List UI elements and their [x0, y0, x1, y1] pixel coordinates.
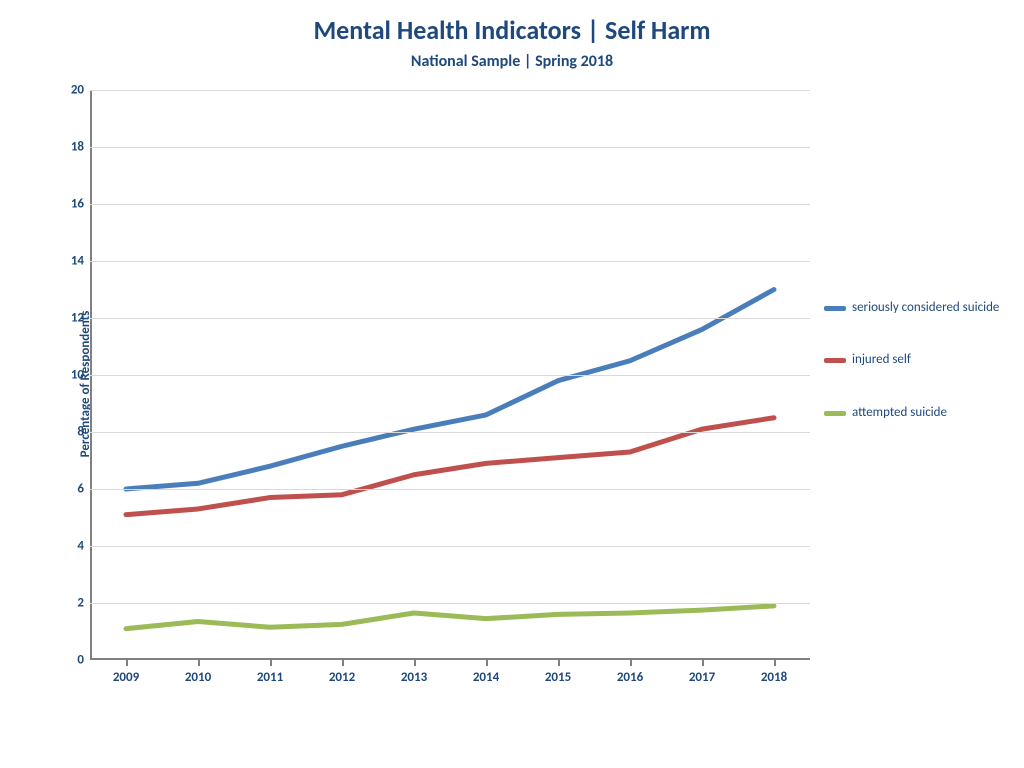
y-tick-label: 20: [71, 83, 84, 98]
x-tick-label: 2013: [401, 670, 427, 685]
x-tick-label: 2009: [113, 670, 139, 685]
x-tick-mark: [126, 660, 128, 666]
gridline-h: [90, 432, 810, 433]
legend-swatch: [824, 358, 846, 363]
y-tick-label: 10: [71, 368, 84, 383]
chart-subtitle: National Sample | Spring 2018: [0, 52, 1024, 71]
y-tick-label: 0: [77, 653, 84, 668]
gridline-h: [90, 204, 810, 205]
x-tick-mark: [198, 660, 200, 666]
y-tick-label: 18: [71, 140, 84, 155]
y-tick-label: 2: [77, 596, 84, 611]
x-tick-mark: [702, 660, 704, 666]
x-tick-label: 2010: [185, 670, 211, 685]
gridline-h: [90, 603, 810, 604]
gridline-h: [90, 375, 810, 376]
legend-swatch: [824, 411, 846, 416]
y-tick-label: 8: [77, 425, 84, 440]
x-tick-label: 2011: [257, 670, 283, 685]
y-tick-label: 6: [77, 482, 84, 497]
legend-label: injured self: [852, 352, 911, 368]
legend-item: attempted suicide: [824, 405, 999, 421]
x-tick-label: 2012: [329, 670, 355, 685]
y-tick-label: 14: [71, 254, 84, 269]
y-tick-label: 4: [77, 539, 84, 554]
legend: seriously considered suicide injured self…: [824, 300, 999, 421]
x-tick-mark: [270, 660, 272, 666]
x-tick-label: 2016: [617, 670, 643, 685]
x-tick-mark: [774, 660, 776, 666]
x-tick-mark: [558, 660, 560, 666]
gridline-h: [90, 90, 810, 91]
legend-label: attempted suicide: [852, 405, 947, 421]
gridline-h: [90, 546, 810, 547]
series-line: [126, 290, 774, 490]
legend-label: seriously considered suicide: [852, 300, 999, 316]
gridline-h: [90, 261, 810, 262]
x-tick-mark: [486, 660, 488, 666]
series-line: [126, 606, 774, 629]
y-tick-label: 16: [71, 197, 84, 212]
x-tick-mark: [630, 660, 632, 666]
x-tick-label: 2015: [545, 670, 571, 685]
plot-area: 0246810121416182020092010201120122013201…: [90, 90, 810, 660]
x-tick-label: 2014: [473, 670, 499, 685]
gridline-h: [90, 489, 810, 490]
x-tick-label: 2018: [761, 670, 787, 685]
legend-item: injured self: [824, 352, 999, 368]
gridline-h: [90, 318, 810, 319]
y-tick-label: 12: [71, 311, 84, 326]
gridline-h: [90, 147, 810, 148]
legend-item: seriously considered suicide: [824, 300, 999, 316]
legend-swatch: [824, 306, 846, 311]
chart-stage: Mental Health Indicators | Self Harm Nat…: [0, 0, 1024, 768]
x-tick-label: 2017: [689, 670, 715, 685]
chart-title: Mental Health Indicators | Self Harm: [0, 14, 1024, 46]
x-tick-mark: [342, 660, 344, 666]
x-tick-mark: [414, 660, 416, 666]
